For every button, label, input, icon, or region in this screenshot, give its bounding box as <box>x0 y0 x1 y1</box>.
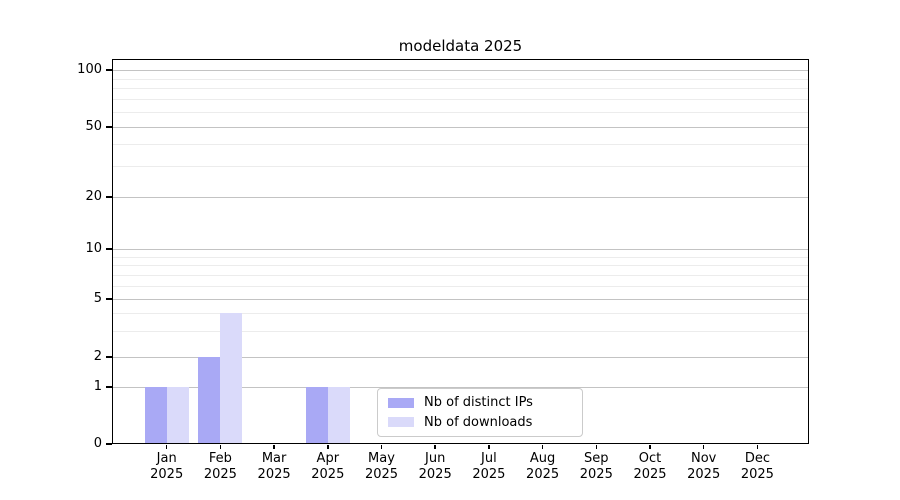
x-axis-tick <box>380 445 383 449</box>
y-tick-label: 50 <box>85 119 102 134</box>
y-tick-label: 100 <box>77 62 102 77</box>
major-gridline <box>112 249 809 250</box>
x-tick-label: Mar 2025 <box>246 451 302 483</box>
minor-gridline <box>112 313 809 315</box>
y-tick-label: 0 <box>93 436 102 451</box>
y-axis-tick <box>106 248 112 250</box>
x-tick-year: 2025 <box>364 467 399 482</box>
legend: Nb of distinct IPs Nb of downloads <box>377 388 583 437</box>
minor-gridline <box>112 256 809 258</box>
minor-gridline <box>112 144 809 146</box>
x-axis-tick <box>649 445 651 449</box>
x-axis-tick <box>165 445 168 449</box>
x-tick-month: Jul <box>481 451 497 466</box>
x-tick-month: Aug <box>529 451 556 466</box>
minor-gridline <box>112 274 809 276</box>
x-tick-label: Jun 2025 <box>407 451 463 483</box>
x-axis-tick <box>327 445 329 449</box>
x-tick-year: 2025 <box>418 467 452 482</box>
x-tick-label: Dec 2025 <box>729 451 785 483</box>
legend-label-distinct-ips: Nb of distinct IPs <box>424 395 533 411</box>
x-axis-tick <box>273 445 275 449</box>
minor-gridline <box>112 166 809 168</box>
bar-downloads <box>220 313 243 444</box>
bar-distinct-ips <box>144 387 167 444</box>
x-tick-month: Mar <box>261 451 287 466</box>
x-tick-month: Apr <box>316 451 340 466</box>
x-tick-label: Apr 2025 <box>300 451 356 483</box>
x-tick-year: 2025 <box>633 467 667 482</box>
x-tick-month: Jan <box>156 451 177 466</box>
bar-distinct-ips <box>198 357 221 444</box>
x-tick-label: Aug 2025 <box>515 451 571 483</box>
x-axis-tick <box>595 445 598 449</box>
x-tick-month: May <box>368 451 395 466</box>
major-gridline <box>112 299 809 300</box>
legend-item-distinct-ips: Nb of distinct IPs <box>378 395 582 410</box>
x-tick-year: 2025 <box>311 467 345 482</box>
x-tick-label: Jul 2025 <box>461 451 517 483</box>
x-tick-label: Oct 2025 <box>622 451 678 483</box>
x-tick-month: Sep <box>584 451 609 466</box>
minor-gridline <box>112 331 809 333</box>
minor-gridline <box>112 99 809 101</box>
x-tick-label: Sep 2025 <box>568 451 624 483</box>
y-tick-label: 20 <box>85 189 102 204</box>
y-axis-tick <box>106 196 112 198</box>
x-axis-tick <box>702 445 705 449</box>
x-tick-label: Nov 2025 <box>676 451 732 483</box>
x-axis-tick <box>488 445 490 449</box>
chart-title: modeldata 2025 <box>398 37 523 55</box>
x-tick-year: 2025 <box>472 467 506 482</box>
y-axis-tick <box>106 443 112 445</box>
x-axis-tick <box>434 445 436 449</box>
x-tick-month: Nov <box>691 451 717 466</box>
x-tick-label: Feb 2025 <box>192 451 248 483</box>
y-axis-tick <box>106 126 112 128</box>
y-axis-tick <box>106 386 112 388</box>
legend-swatch-downloads <box>388 417 414 428</box>
x-tick-month: Dec <box>744 451 770 466</box>
x-tick-year: 2025 <box>257 467 291 482</box>
x-tick-year: 2025 <box>526 467 560 482</box>
minor-gridline <box>112 88 809 90</box>
minor-gridline <box>112 112 809 113</box>
x-tick-month: Oct <box>638 451 662 466</box>
minor-gridline <box>112 265 809 267</box>
y-axis-tick <box>106 298 112 300</box>
x-tick-month: Jun <box>425 451 446 466</box>
x-axis-tick <box>541 445 544 449</box>
major-gridline <box>112 197 809 198</box>
legend-swatch-distinct-ips <box>388 397 414 408</box>
x-tick-month: Feb <box>208 451 232 466</box>
plot-area: Nb of distinct IPs Nb of downloads <box>112 59 809 444</box>
x-tick-year: 2025 <box>150 467 184 482</box>
x-axis-tick <box>756 445 759 449</box>
bar-distinct-ips <box>305 387 328 444</box>
minor-gridline <box>112 78 809 80</box>
y-tick-label: 2 <box>93 349 102 364</box>
major-gridline <box>112 127 809 128</box>
major-gridline <box>112 70 809 71</box>
y-tick-label: 5 <box>93 291 102 306</box>
x-tick-year: 2025 <box>579 467 613 482</box>
y-tick-label: 10 <box>85 241 102 256</box>
major-gridline <box>112 387 809 388</box>
x-tick-year: 2025 <box>203 467 237 482</box>
x-axis-tick <box>219 445 222 449</box>
bar-downloads <box>327 387 350 444</box>
x-tick-label: Jan 2025 <box>139 451 195 483</box>
minor-gridline <box>112 285 809 287</box>
y-axis-tick <box>106 69 112 71</box>
y-axis-tick <box>106 356 112 358</box>
major-gridline <box>112 357 809 358</box>
x-tick-year: 2025 <box>687 467 721 482</box>
y-tick-label: 1 <box>93 379 102 394</box>
legend-item-downloads: Nb of downloads <box>378 415 582 430</box>
legend-label-downloads: Nb of downloads <box>424 414 533 430</box>
x-tick-year: 2025 <box>740 467 774 482</box>
x-tick-label: May 2025 <box>354 451 410 483</box>
bar-downloads <box>166 387 189 444</box>
